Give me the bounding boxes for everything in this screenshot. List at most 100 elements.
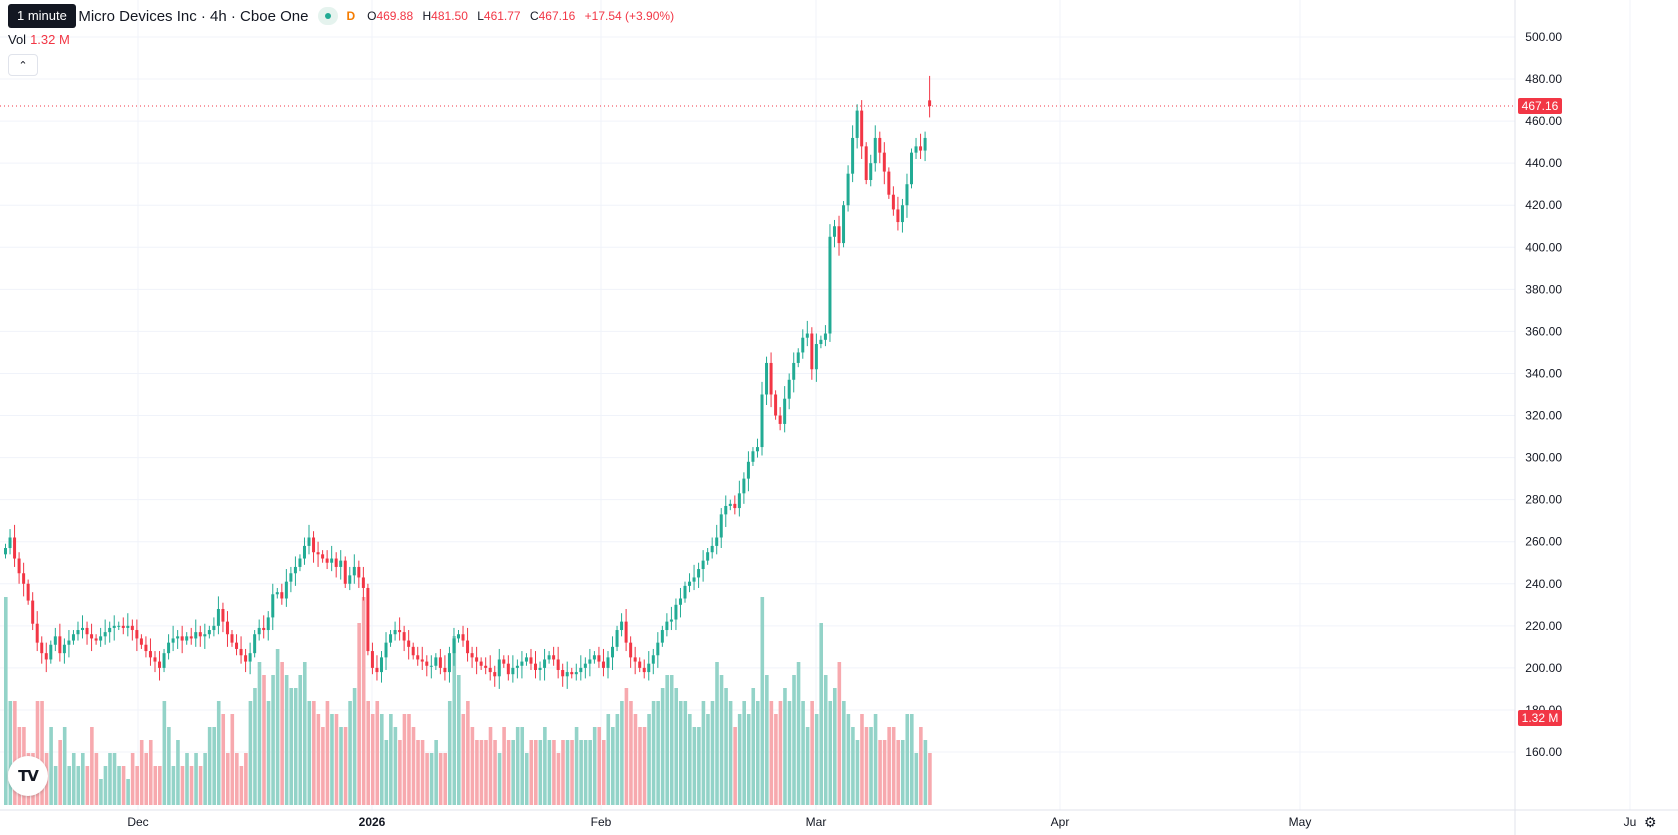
volume-bar (638, 727, 642, 805)
volume-bar (148, 740, 153, 805)
volume-bar (606, 714, 611, 805)
market-status-indicator[interactable] (318, 7, 339, 25)
volume-bar (692, 727, 697, 805)
price-tick-label: 160.00 (1525, 745, 1562, 759)
volume-bar (398, 740, 402, 805)
volume-bar (860, 714, 864, 805)
candle-body (651, 655, 655, 664)
volume-bar (674, 688, 679, 805)
candle-body (461, 634, 465, 641)
candle-body (366, 587, 370, 652)
volume-bar (375, 701, 380, 805)
candle-body (742, 478, 746, 494)
candle-body (167, 642, 171, 654)
volume-bar (203, 753, 207, 805)
volume-bar (697, 727, 701, 805)
price-tick-label: 300.00 (1525, 451, 1562, 465)
volume-bar (40, 701, 44, 805)
volume-bar (751, 688, 756, 805)
candle-body (524, 657, 528, 662)
candle-body (67, 640, 71, 645)
candle-body (792, 362, 796, 380)
candle-body (842, 205, 846, 244)
candle-body (910, 152, 913, 185)
candle-body (511, 667, 515, 675)
volume-label: Vol (8, 32, 27, 47)
volume-bar (393, 727, 398, 805)
candle-body (162, 653, 166, 668)
candle-body (225, 621, 229, 635)
price-tick-label: 360.00 (1525, 324, 1562, 338)
volume-bar (588, 740, 592, 805)
volume-bar (302, 662, 307, 805)
candle-body (529, 657, 533, 664)
symbol-title[interactable]: ced Micro Devices Inc · 4h · Cboe One (50, 7, 309, 25)
market-open-dot-icon (325, 13, 332, 19)
low-value: 461.77 (483, 9, 521, 23)
candle-body (565, 672, 569, 677)
candle-body (805, 333, 809, 338)
candle-body (484, 665, 488, 668)
gear-icon[interactable]: ⚙ (1644, 814, 1657, 830)
candle-body (17, 558, 21, 574)
candle-body (543, 659, 547, 668)
volume-bar (678, 701, 683, 805)
candle-body (457, 634, 460, 639)
candle-body (683, 585, 687, 599)
candle-body (846, 173, 850, 206)
candle-body (207, 630, 211, 635)
candle-body (774, 394, 778, 416)
volume-bar (896, 740, 901, 805)
volume-bar (457, 675, 461, 805)
volume-bar (814, 714, 819, 805)
collapse-legend-button[interactable]: ⌃ (8, 54, 38, 76)
volume-bar (842, 701, 846, 805)
volume-bar (4, 597, 8, 805)
volume-bar (728, 701, 733, 805)
volume-bar (488, 727, 493, 805)
candle-body (312, 537, 316, 553)
candle-body (579, 667, 583, 673)
candle-body (878, 137, 882, 153)
volume-bar (520, 727, 525, 805)
volume-bar (769, 701, 774, 805)
candle-body (561, 669, 565, 677)
volume-bar (176, 740, 180, 805)
volume-bar (180, 766, 185, 805)
candle-body (891, 194, 895, 210)
price-tick-label: 500.00 (1525, 30, 1562, 44)
volume-bar (207, 727, 212, 805)
candle-body (194, 632, 198, 639)
candle-body (361, 577, 365, 588)
volume-bar (683, 701, 688, 805)
candle-body (357, 566, 361, 578)
tradingview-logo[interactable]: TV (8, 756, 48, 796)
volume-bar (479, 740, 484, 805)
open-label: O (367, 9, 377, 23)
candle-body (411, 646, 415, 656)
candle-body (352, 566, 356, 576)
volume-bar (280, 662, 284, 805)
candle-body (307, 537, 311, 546)
volume-bar (339, 727, 343, 805)
volume-bar (493, 740, 497, 805)
volume-bar (153, 766, 158, 805)
candle-body (389, 634, 393, 643)
volume-bar (502, 727, 506, 805)
candle-body (928, 100, 932, 107)
data-flag[interactable]: D (346, 9, 356, 23)
volume-bar (534, 740, 538, 805)
volume-bar (547, 740, 552, 805)
candle-body (678, 598, 682, 605)
volume-bar (289, 688, 293, 805)
candle-body (216, 609, 220, 626)
volume-bar (244, 753, 248, 805)
candle-body (466, 640, 470, 654)
candle-body (330, 558, 334, 563)
candle-body (733, 503, 737, 509)
candle-body (99, 636, 103, 641)
candle-body (203, 634, 207, 637)
volume-bar (891, 727, 896, 805)
volume-bar (715, 662, 719, 805)
